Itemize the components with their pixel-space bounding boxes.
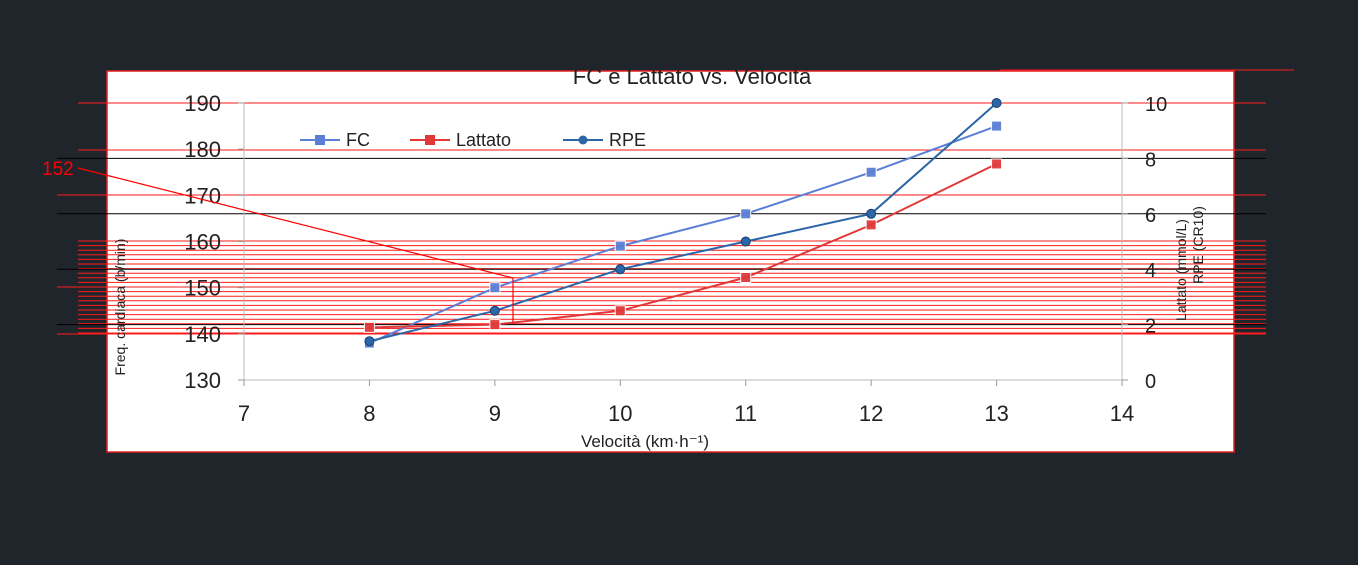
x-tick-label: 12 — [859, 401, 883, 426]
chart-panel — [106, 70, 1235, 453]
annotation-label: 152 — [42, 159, 74, 180]
y2-axis-label-rpe: RPE (CR10) — [1190, 206, 1206, 284]
x-tick-label: 14 — [1110, 401, 1134, 426]
y-tick-label: 190 — [184, 91, 221, 116]
x-tick-label: 8 — [363, 401, 375, 426]
data-point-rpe — [740, 236, 751, 247]
y-axis-label: Freq. cardiaca (b/min) — [112, 239, 128, 376]
annotation: 152 — [42, 159, 514, 323]
data-point-lattato — [614, 305, 626, 317]
data-point-lattato — [740, 272, 752, 284]
x-tick-label: 7 — [238, 401, 250, 426]
data-point-fc — [865, 166, 877, 178]
red-guide-lines — [57, 69, 1294, 335]
y2-tick-label: 6 — [1145, 205, 1156, 227]
y-tick-label: 160 — [184, 230, 221, 255]
legend-marker-rpe — [578, 135, 588, 145]
series-group — [363, 98, 1003, 349]
x-tick-label: 9 — [489, 401, 501, 426]
data-point-fc — [614, 240, 626, 252]
annotation-leader — [77, 167, 514, 279]
y2-tick-label: 8 — [1145, 149, 1156, 171]
legend-marker-fc — [315, 135, 325, 145]
data-point-lattato — [865, 219, 877, 231]
legend: FC Lattato RPE — [300, 130, 646, 150]
legend-label-lattato: Lattato — [456, 130, 511, 150]
series-lattato — [363, 158, 1003, 333]
x-axis-label: Velocità (km·h⁻¹) — [581, 432, 709, 451]
y-tick-label: 180 — [184, 137, 221, 162]
legend-label-rpe: RPE — [609, 130, 646, 150]
series-line-rpe — [369, 102, 998, 343]
data-point-rpe — [866, 208, 877, 219]
series-line-lattato — [369, 163, 998, 329]
data-point-rpe — [615, 264, 626, 275]
x-tick-label: 11 — [734, 401, 757, 426]
data-point-rpe — [991, 98, 1002, 108]
chart-title: FC e Lattato vs. Velocità — [573, 64, 812, 89]
y2-tick-label: 2 — [1145, 316, 1156, 338]
data-point-fc — [740, 208, 752, 220]
y-tick-label: 130 — [184, 368, 221, 393]
y2-tick-label: 0 — [1145, 371, 1156, 393]
y2-axis-label-lattato: Lattato (mmol/L) — [1173, 219, 1189, 321]
y2-tick-label: 4 — [1145, 260, 1156, 282]
y2-tick-labels: 0 2 4 6 8 10 — [1122, 94, 1167, 393]
data-point-fc — [991, 120, 1003, 132]
y-tick-label: 140 — [184, 322, 221, 347]
data-point-fc — [489, 282, 501, 294]
y2-tick-label: 10 — [1145, 94, 1167, 116]
data-point-rpe — [364, 336, 375, 347]
data-point-lattato — [489, 319, 501, 331]
series-rpe — [364, 98, 1002, 347]
series-line-fc — [368, 125, 997, 345]
y-tick-label: 150 — [184, 276, 221, 301]
legend-label-fc: FC — [346, 130, 370, 150]
x-tick-label: 10 — [608, 401, 632, 426]
x-tick-labels: 7 8 9 10 11 12 13 14 — [238, 380, 1134, 426]
x-tick-label: 13 — [984, 401, 1008, 426]
data-point-lattato — [991, 158, 1003, 170]
legend-marker-lattato — [425, 135, 435, 145]
data-point-rpe — [489, 305, 500, 316]
data-point-lattato — [363, 321, 375, 333]
